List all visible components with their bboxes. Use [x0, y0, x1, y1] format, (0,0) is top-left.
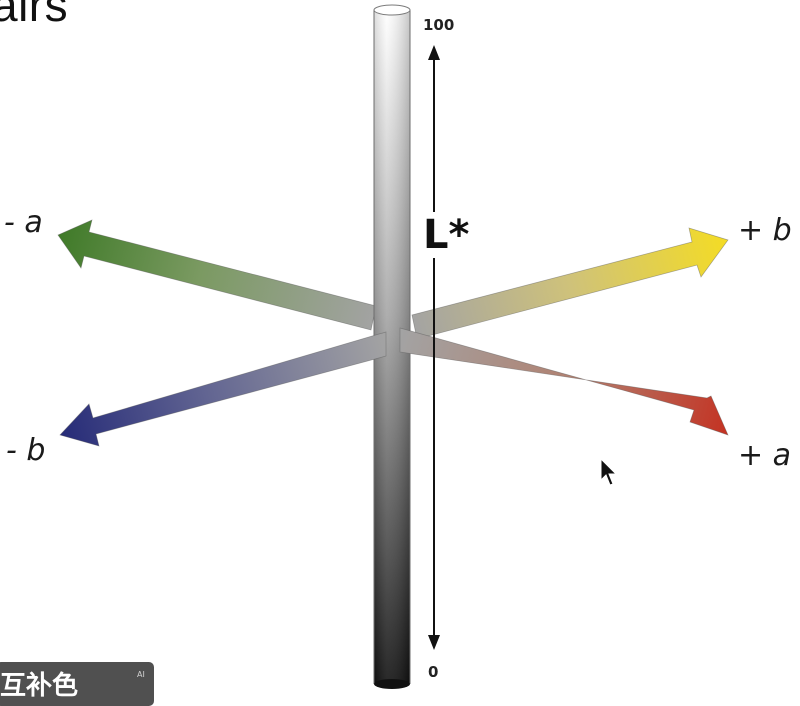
plus-a-label: + a: [738, 438, 792, 473]
minus-b-arrow: [59, 331, 387, 447]
caption-badge: 互补色: [0, 662, 154, 706]
mouse-pointer-icon: [600, 458, 618, 486]
slide-title-fragment: airs: [0, 0, 69, 31]
lightness-scale-arrow-up: [428, 45, 440, 60]
caption-ai-mark: AI: [137, 670, 145, 679]
plus-a-arrow: [399, 327, 729, 436]
lightness-min-label: 0: [428, 663, 439, 681]
lightness-scale-arrow-down: [428, 635, 440, 650]
cylinder-top-cap: [373, 4, 411, 16]
lightness-axis-label: L*: [421, 212, 472, 258]
minus-b-label: - b: [6, 433, 46, 468]
plus-b-label: + b: [738, 213, 792, 248]
minus-a-label: - a: [4, 205, 43, 240]
lightness-max-label: 100: [423, 16, 455, 34]
cylinder-bottom-cap: [374, 679, 410, 689]
plus-b-arrow: [411, 227, 729, 340]
minus-a-arrow: [57, 219, 377, 331]
